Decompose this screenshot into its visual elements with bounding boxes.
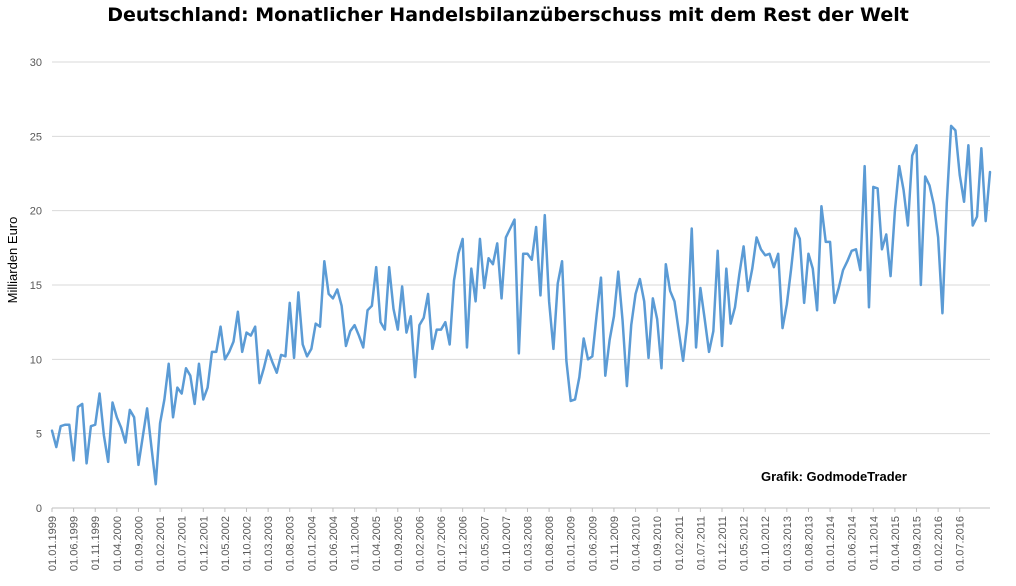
x-tick-label: 01.04.2015	[890, 516, 902, 571]
y-axis-label: Milliarden Euro	[5, 217, 20, 304]
x-tick-label: 01.09.2010	[652, 516, 664, 571]
y-tick-label: 20	[30, 206, 42, 218]
x-tick-label: 01.01.2014	[825, 516, 837, 571]
y-tick-label: 5	[36, 429, 42, 441]
y-tick-label: 15	[30, 280, 42, 292]
x-tick-label: 01.08.2003	[285, 516, 297, 571]
x-tick-label: 01.05.2007	[479, 516, 491, 571]
x-tick-label: 01.03.2013	[782, 516, 794, 571]
x-tick-label: 01.02.2006	[414, 516, 426, 571]
x-tick-label: 01.05.2012	[739, 516, 751, 571]
x-tick-label: 01.09.2015	[912, 516, 924, 571]
x-tick-label: 01.11.2004	[350, 516, 362, 570]
x-tick-label: 01.02.2016	[933, 516, 945, 571]
x-tick-label: 01.06.2004	[328, 516, 340, 571]
x-tick-label: 01.11.2014	[868, 516, 880, 570]
x-tick-label: 01.02.2001	[155, 516, 167, 571]
x-tick-label: 01.10.2007	[501, 516, 513, 571]
x-tick-label: 01.12.2001	[198, 516, 210, 571]
x-tick-label: 01.11.2009	[609, 516, 621, 570]
gridlines	[52, 61, 990, 435]
x-tick-label: 01.11.1999	[90, 516, 102, 570]
chart-credit: Grafik: GodmodeTrader	[761, 469, 907, 484]
y-tick-label: 30	[30, 57, 42, 69]
x-tick-label: 01.10.2002	[242, 516, 254, 571]
x-tick-label: 01.07.2001	[177, 516, 189, 571]
x-tick-label: 01.07.2006	[436, 516, 448, 571]
x-tick-label: 01.03.2003	[263, 516, 275, 571]
x-tick-label: 01.06.2014	[847, 516, 859, 571]
x-tick-label: 01.06.2009	[587, 516, 599, 571]
x-tick-label: 01.12.2011	[717, 516, 729, 570]
y-tick-label: 0	[36, 503, 42, 515]
x-tick-label: 01.08.2008	[544, 516, 556, 571]
x-tick-label: 01.07.2011	[695, 516, 707, 570]
x-tick-label: 01.04.2005	[371, 516, 383, 571]
x-tick-label: 01.01.2004	[306, 516, 318, 571]
x-tick-label: 01.04.2010	[631, 516, 643, 571]
x-tick-label: 01.12.2006	[458, 516, 470, 571]
x-tick-label: 01.09.2005	[393, 516, 405, 571]
x-tick-label: 01.09.2000	[133, 516, 145, 571]
x-axis-ticks: 01.01.1999 01.06.1999 01.11.1999 01.04.2000…	[47, 508, 967, 571]
x-tick-label: 01.02.2011	[674, 516, 686, 570]
y-tick-label: 25	[30, 131, 42, 143]
x-tick-label: 01.01.2009	[566, 516, 578, 571]
series-line	[50, 124, 992, 486]
x-tick-label: 01.04.2000	[112, 516, 124, 571]
y-axis-ticks: 0 5 10 15 20 25 30	[30, 57, 42, 515]
chart-title: Deutschland: Monatlicher Handelsbilanzüb…	[107, 4, 909, 26]
x-tick-label: 01.05.2002	[220, 516, 232, 571]
x-tick-label: 01.08.2013	[803, 516, 815, 571]
x-tick-label: 01.10.2012	[760, 516, 772, 571]
x-tick-label: 01.07.2016	[955, 516, 967, 571]
x-tick-label: 01.03.2008	[522, 516, 534, 571]
y-tick-label: 10	[30, 354, 42, 366]
x-tick-label: 01.01.1999	[47, 516, 59, 571]
x-tick-label: 01.06.1999	[69, 516, 81, 571]
